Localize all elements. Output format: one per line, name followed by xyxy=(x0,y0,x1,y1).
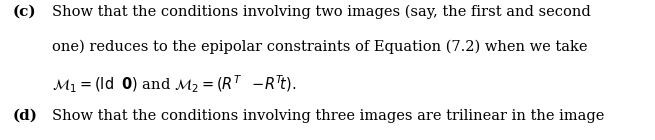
Text: Show that the conditions involving two images (say, the first and second: Show that the conditions involving two i… xyxy=(52,4,591,19)
Text: Show that the conditions involving three images are trilinear in the image: Show that the conditions involving three… xyxy=(52,109,605,123)
Text: one) reduces to the epipolar constraints of Equation (7.2) when we take: one) reduces to the epipolar constraints… xyxy=(52,39,588,54)
Text: (c): (c) xyxy=(13,4,37,18)
Text: $\mathcal{M}_1 = (\mathrm{Id}\;\; \mathbf{0})$ and $\mathcal{M}_2 = (R^T \;\;\; : $\mathcal{M}_1 = (\mathrm{Id}\;\; \mathb… xyxy=(52,74,296,95)
Text: (d): (d) xyxy=(13,109,38,123)
